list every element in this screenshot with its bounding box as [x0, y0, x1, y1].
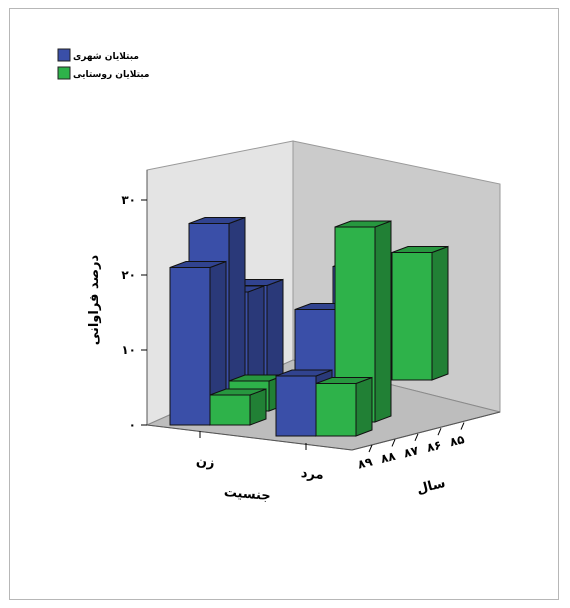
x-axis-title: جنسیت [223, 485, 271, 504]
floor-front-edge [146, 424, 353, 451]
bars-layer [169, 216, 449, 437]
year-label-4: ۸۵ [448, 432, 466, 449]
bar-1-4 [391, 245, 449, 381]
z-tick-2 [414, 433, 419, 441]
y-tick-label-0: ۰ [129, 418, 136, 432]
z-axis-title: سال [415, 476, 447, 498]
legend-swatch-rural [57, 66, 71, 80]
category-label-mard: مرد [300, 466, 324, 483]
z-axis: ۸۹ ۸۸ ۸۷ ۸۶ ۸۵ [351, 411, 501, 472]
legend-label-urban: مبتلایان شهری [73, 52, 139, 62]
legend: مبتلایان شهری مبتلایان روستایی [57, 48, 150, 80]
y-tick-label-10: ۱۰ [121, 343, 136, 357]
z-tick-4 [460, 422, 465, 430]
z-tick-3 [437, 428, 442, 436]
y-axis: ۰ ۱۰ ۲۰ ۳۰ [121, 170, 148, 432]
bar-0-0 [169, 260, 227, 426]
z-tick-1 [391, 439, 396, 447]
bar-1-0 [209, 388, 267, 426]
x-axis: زن مرد [195, 431, 324, 483]
year-label-1: ۸۸ [379, 449, 397, 466]
year-label-3: ۸۶ [425, 438, 443, 455]
y-axis-title: درصد فراوانی [87, 254, 102, 345]
legend-swatch-urban [57, 48, 71, 62]
y-tick-label-20: ۲۰ [121, 268, 136, 282]
bar-1-2 [315, 376, 373, 437]
y-tick-label-30: ۳۰ [121, 193, 136, 207]
legend-label-rural: مبتلایان روستایی [73, 70, 150, 80]
z-tick-0 [368, 444, 373, 453]
year-label-0: ۸۹ [356, 454, 374, 471]
z-axis-line [351, 411, 501, 451]
year-label-2: ۸۷ [402, 443, 420, 460]
category-label-zan: زن [195, 454, 215, 471]
